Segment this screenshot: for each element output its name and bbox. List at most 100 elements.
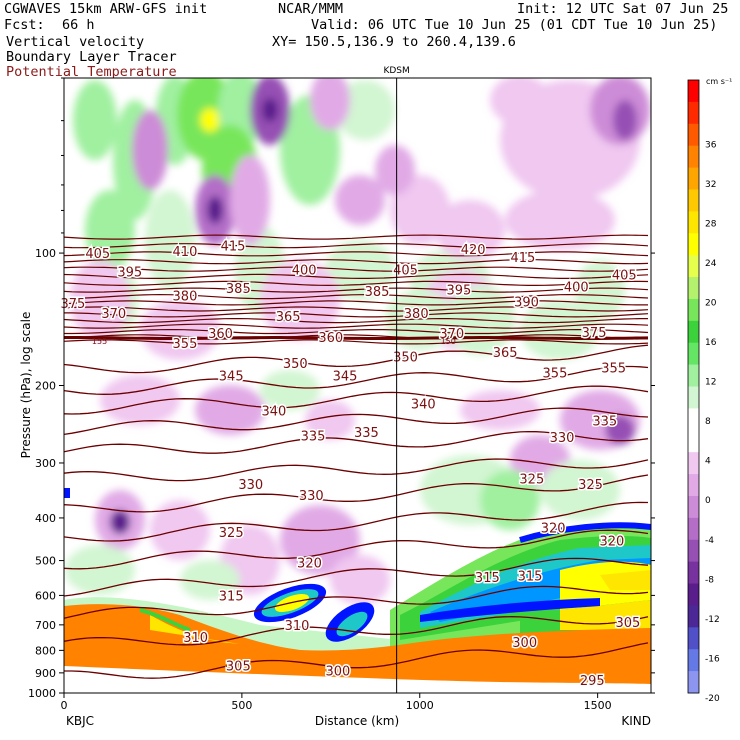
theta-contour [64,585,649,619]
theta-label: 405 [85,247,110,262]
colorbar-label: 16 [705,338,717,348]
theta-contour [64,243,649,249]
theta-contour [64,280,649,287]
theta-label: 315 [219,589,244,604]
theta-label: 390 [514,296,539,311]
colorbar: 36 32 28 24 20 16 12 8 4 0 -4 -8 -12 -16 -20 [687,79,720,704]
theta-label: 365 [493,346,518,361]
theta-label: 340 [261,405,286,420]
colorbar-swatch [688,561,699,585]
theta-contour [64,474,649,513]
colorbar-swatch [688,671,699,694]
colorbar-swatch [688,364,699,387]
colorbar-swatch [688,474,699,497]
y-tick-label: 300 [35,457,56,470]
theta-contour [64,318,648,324]
y-tick-label: 800 [35,644,56,657]
theta-label: 330 [299,489,324,504]
theta-label: 375 [60,297,85,312]
theta-label: 415 [511,251,536,266]
theta-label: 155 [92,337,107,346]
colorbar-label: 36 [705,140,717,150]
theta-label: 335 [354,426,379,441]
theta-label: 330 [238,478,263,493]
colorbar-label: -4 [705,536,714,546]
theta-label: 320 [541,521,566,536]
theta-label: 330 [550,431,575,446]
colorbar-swatch [688,408,699,431]
theta-label: 310 [285,619,310,634]
y-tick-label: 900 [35,667,56,680]
colorbar-swatch [688,452,699,475]
colorbar-swatch [688,123,699,147]
valid-time: Valid: 06 UTC Tue 10 Jun 25 (01 CDT Tue … [311,17,718,33]
source-label: NCAR/MMM [278,1,344,17]
theta-label: 365 [276,310,301,325]
theta-label: 305 [226,659,251,674]
colorbar-swatch [688,605,699,628]
theta-label: 325 [519,472,544,487]
colorbar-label: -16 [705,654,720,664]
colorbar-swatch [688,539,699,563]
colorbar-label: 12 [705,378,716,388]
theta-contour [64,312,649,318]
theta-label: 325 [219,526,244,541]
colorbar-swatch [688,342,699,366]
theta-contour [64,234,649,240]
colorbar-label: 32 [705,180,716,190]
theta-contour [64,306,649,312]
theta-contour [64,251,649,257]
theta-label: 380 [173,290,198,305]
theta-contour [64,259,649,265]
theta-label: 355 [543,367,568,382]
theta-contour [64,616,649,646]
theta-contour [64,300,648,306]
y-tick-label: 500 [35,555,56,568]
x-tick-label: 0 [61,699,68,712]
theta-label: 410 [173,245,198,260]
theta-contour [64,344,649,374]
theta-label: 340 [411,398,436,413]
theta-contour [64,339,649,345]
theta-label: 400 [292,264,317,279]
colorbar-frame [687,79,700,694]
theta-label: 315 [518,569,543,584]
colorbar-label: 20 [705,298,717,308]
theta-contour [64,407,649,436]
theta-contour [64,287,649,293]
theta-contour [64,336,649,340]
xy-coordinates: XY= 150.5,136.9 to 260.4,139.6 [272,34,516,50]
theta-contour [64,557,649,597]
colorbar-swatch [688,320,699,344]
theta-label: 380 [404,307,429,322]
colorbar-label: 0 [705,496,711,506]
colorbar-label: -12 [705,615,720,625]
potential-temperature-contours [64,234,649,679]
colorbar-swatch [688,583,699,606]
theta-label: 310 [183,631,208,646]
theta-contour [64,430,649,454]
y-axis-label: Pressure (hPa), log scale [19,312,33,459]
colorbar-swatch [688,627,699,650]
colorbar-label: 28 [705,219,717,229]
x-tick-label: 1500 [584,699,612,712]
theta-label: 400 [564,280,589,295]
colorbar-swatch [688,430,699,453]
colorbar-swatch [688,145,699,169]
y-tick-label: 600 [35,589,56,602]
y-axis: 100 200 300 400 500 600 700 800 900 1000 [28,77,655,700]
theta-label: 355 [601,361,626,376]
y-tick-label: 100 [35,247,56,260]
theta-label: 415 [221,239,246,254]
colorbar-label: 4 [705,457,711,467]
colorbar-swatch [688,255,699,278]
theta-label: 360 [318,331,343,346]
theta-label: 305 [615,616,640,631]
theta-contour [64,266,649,272]
theta-label: 355 [173,337,198,352]
forecast-label: Fcst: [4,17,45,33]
x-axis-label: Distance (km) [315,714,399,728]
theta-label: 370 [439,327,464,342]
theta-label: 395 [446,283,471,298]
